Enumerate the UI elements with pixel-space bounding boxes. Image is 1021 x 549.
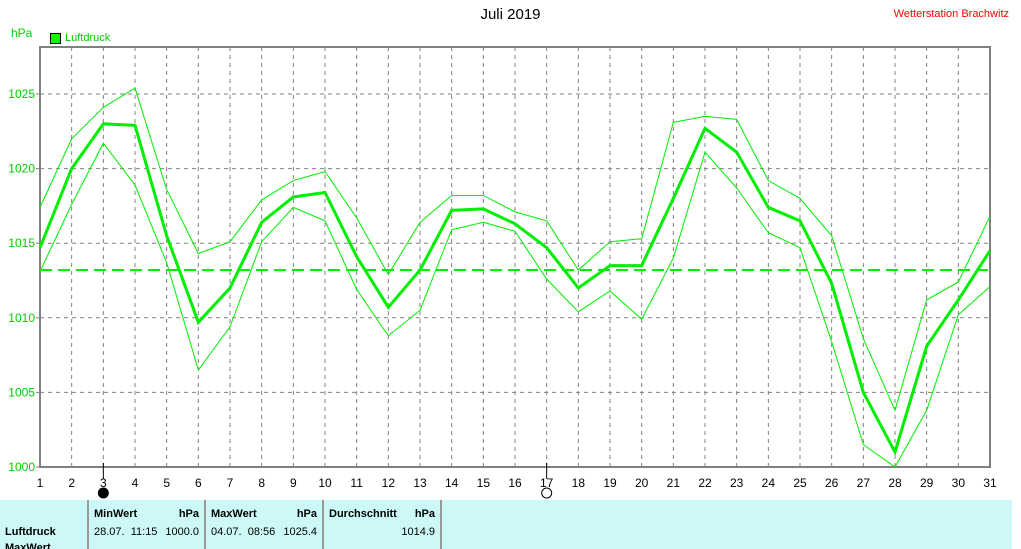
- x-tick-label: 20: [635, 476, 649, 490]
- x-tick-label: 14: [445, 476, 459, 490]
- x-tick-label: 30: [952, 476, 966, 490]
- avg-value: 1014.9: [401, 526, 435, 538]
- x-tick-label: 29: [920, 476, 934, 490]
- min-date: 28.07.: [94, 526, 125, 538]
- x-tick-label: 11: [350, 476, 363, 490]
- x-tick-label: 2: [68, 476, 75, 490]
- x-tick-label: 27: [857, 476, 871, 490]
- y-tick-label: 1025: [8, 87, 35, 101]
- row-label: Luftdruck: [5, 526, 56, 538]
- row-labels: Luftdruck MaxWert: [0, 500, 89, 549]
- min-unit: hPa: [178, 508, 199, 520]
- x-tick-label: 23: [730, 476, 744, 490]
- x-tick-label: 7: [227, 476, 234, 490]
- x-tick-label: 19: [603, 476, 617, 490]
- x-tick-label: 5: [163, 476, 170, 490]
- max-value: 1025.4: [283, 526, 317, 538]
- x-tick-label: 10: [318, 476, 332, 490]
- x-tick-label: 8: [258, 476, 265, 490]
- plot-frame: [39, 46, 991, 468]
- y-axis-unit: hPa: [11, 26, 33, 40]
- full-moon-icon: [541, 487, 553, 499]
- max-unit: hPa: [296, 508, 317, 520]
- station-name: Wetterstation Brachwitz: [893, 8, 1009, 20]
- chart-title: Juli 2019: [480, 6, 541, 23]
- min-column: MinWert hPa 28.07. 11:15 1000.0: [89, 500, 206, 549]
- avg-unit: hPa: [414, 508, 435, 520]
- x-tick-label: 12: [382, 476, 396, 490]
- y-tick-label: 1010: [8, 311, 35, 325]
- legend: Luftdruck: [50, 32, 110, 44]
- x-tick-label: 18: [572, 476, 586, 490]
- x-tick-label: 13: [413, 476, 427, 490]
- avg-header: Durchschnitt: [329, 508, 397, 520]
- x-tick-label: 17: [540, 476, 554, 490]
- x-tick-label: 9: [290, 476, 297, 490]
- x-tick-label: 4: [132, 476, 139, 490]
- min-value: 1000.0: [165, 526, 199, 538]
- avg-column: Durchschnitt hPa 1014.9: [324, 500, 442, 549]
- x-tick-label: 24: [762, 476, 776, 490]
- x-tick-label: 22: [698, 476, 712, 490]
- legend-label: Luftdruck: [65, 32, 111, 44]
- min-time: 11:15: [130, 526, 158, 538]
- x-tick-label: 21: [667, 476, 681, 490]
- stats-panel: Luftdruck MaxWert MinWert hPa 28.07. 11:1…: [0, 500, 1012, 549]
- min-header: MinWert: [94, 508, 138, 520]
- max-header: MaxWert: [211, 508, 257, 520]
- pressure-chart: 1 2 3 4 5 6 7 8 9 10 11 12 13 14 15 16 17 18 19 20 21 22 23 24 2…: [8, 46, 997, 499]
- legend-swatch: [50, 32, 61, 44]
- y-tick-label: 1000: [8, 460, 35, 474]
- x-tick-label: 31: [983, 476, 997, 490]
- x-tick-label: 16: [508, 476, 522, 490]
- max-column: MaxWert hPa 04.07. 08:56 1025.4: [206, 500, 324, 549]
- x-tick-label: 28: [888, 476, 902, 490]
- x-tick-label: 15: [477, 476, 491, 490]
- max-time: 08:56: [247, 526, 276, 538]
- y-tick-label: 1020: [8, 162, 35, 176]
- row-label: MaxWert: [5, 542, 51, 549]
- x-tick-label: 25: [793, 476, 807, 490]
- x-tick-label: 6: [195, 476, 202, 490]
- y-tick-label: 1015: [8, 236, 35, 250]
- x-tick-label: 3: [100, 476, 107, 490]
- y-tick-label: 1005: [8, 385, 35, 399]
- x-tick-label: 26: [825, 476, 839, 490]
- max-date: 04.07.: [211, 526, 242, 538]
- x-tick-label: 1: [37, 476, 44, 490]
- new-moon-icon: [97, 487, 109, 499]
